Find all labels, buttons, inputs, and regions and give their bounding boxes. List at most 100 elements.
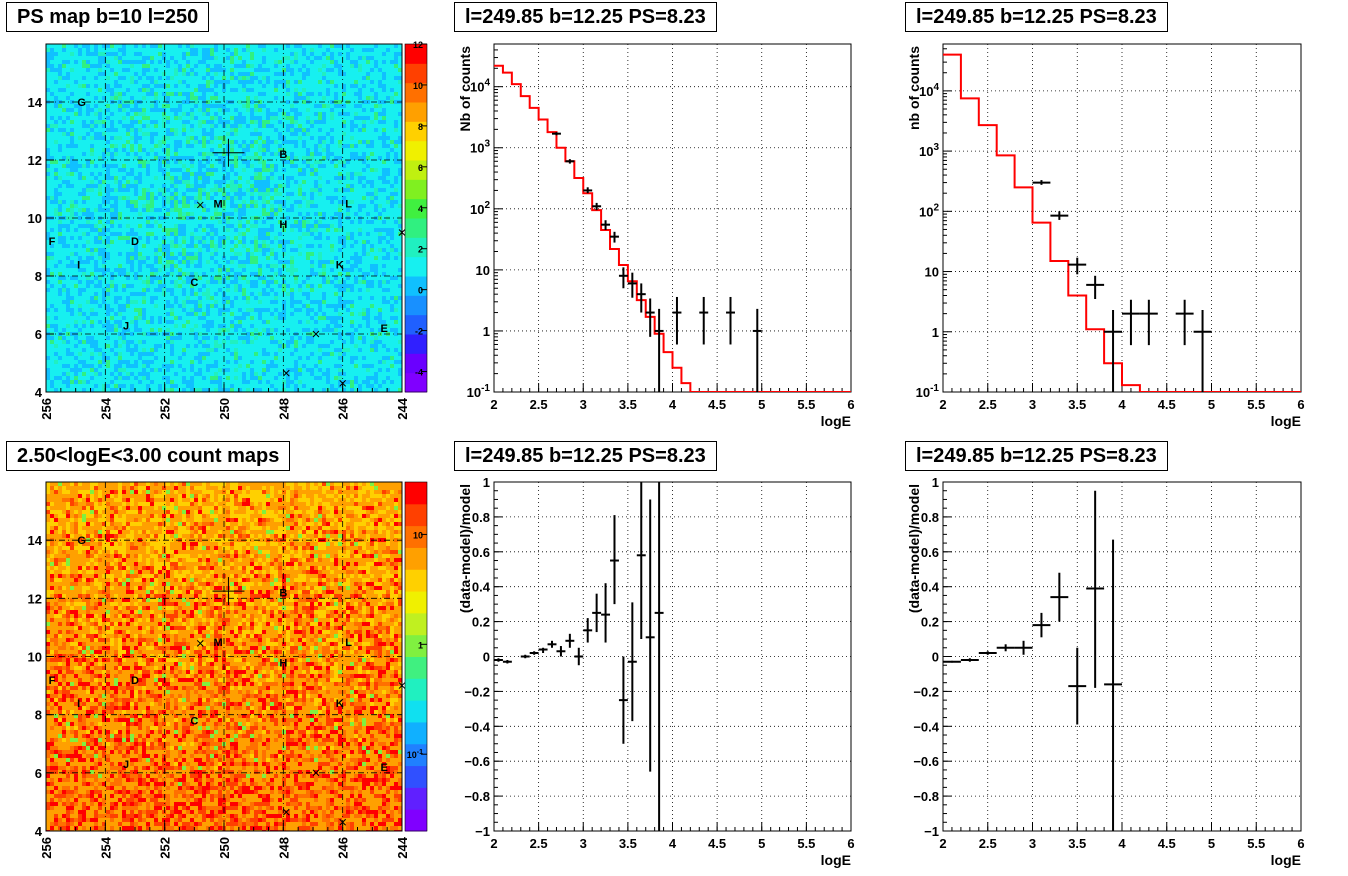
colorbar-tick-label: 1 [418,640,423,650]
colorbar-tick-label: 10 [413,81,423,91]
residual-title-right: l=249.85 b=12.25 PS=8.23 [905,441,1168,471]
x-tick-label: 5 [758,836,765,851]
source-label: D [131,675,139,687]
plot-clip-group [494,64,851,392]
colorbar-step [405,160,427,180]
colorbar-step [405,218,427,238]
plot-resid_bottom_mid: 2 2.5 3 3.5 4 4.5 5 5.5 6 −1 −0.8 −0.6 −0.4 −0.2 0 0.2 0… [457,475,855,868]
y-tick-label: 6 [35,766,42,781]
x-axis-title: logE [821,413,851,429]
y-tick-label: 10 [476,263,490,278]
y-tick-label: 0 [932,650,939,665]
y-tick-label: −0.4 [464,719,490,734]
ps-map-title: PS map b=10 l=250 [6,2,210,32]
x-tick-label: 256 [39,837,54,859]
colorbar-step [405,179,427,200]
spectrum-title-mid: l=249.85 b=12.25 PS=8.23 [454,2,717,32]
y-tick-label: 6 [35,327,42,342]
x-tick-label: 4.5 [1158,397,1176,412]
y-tick-label: −1 [475,824,490,839]
x-tick-label: 250 [217,398,232,420]
y-tick-label: 10 [28,650,42,665]
x-tick-label: 2 [490,397,497,412]
x-tick-label: 3 [1029,836,1036,851]
y-tick-label: 8 [35,269,42,284]
x-tick-label: 254 [98,397,113,419]
y-tick-label: 14 [28,533,43,548]
y-tick-label: 102 [919,202,939,219]
source-label: J [123,320,129,332]
colorbar-tick-label: 6 [418,163,423,173]
colorbar-tick-label: -4 [415,368,423,378]
colorbar-tick-label: 10 [413,530,423,540]
colorbar-step [405,295,427,316]
colorbar-step [405,721,427,745]
x-marker [339,379,347,387]
y-tick-label: 103 [470,139,490,156]
colorbar-step [405,353,427,374]
count-map-title: 2.50<logE<3.00 count maps [6,441,291,471]
x-marker [282,369,290,377]
y-tick-label: 0.6 [921,545,939,560]
x-tick-label: 4 [669,836,677,851]
model-step-line [943,53,1301,392]
y-tick-label: 1 [932,475,939,490]
x-tick-label: 252 [158,837,173,859]
colorbar-step [405,121,427,142]
x-tick-label: 4 [669,397,677,412]
source-label: F [49,675,56,687]
model-step-line [494,64,851,392]
x-tick-label: 4 [1118,836,1126,851]
colorbar-step [405,276,427,296]
x-tick-label: 2.5 [979,397,997,412]
plot-area [494,482,851,831]
plot-clip-group [494,482,664,831]
x-tick-label: 4.5 [1158,836,1176,851]
x-marker [196,201,204,209]
x-tick-label: 3.5 [1068,836,1086,851]
x-tick-label: 2 [490,836,497,851]
colorbar-step [405,612,427,636]
colorbar-frame [404,481,428,832]
x-tick-label: 246 [336,837,351,859]
x-tick-label: 2.5 [530,836,548,851]
colorbar-step [405,482,427,505]
y-tick-label: −1 [924,824,939,839]
source-label: L [345,637,352,649]
colorbar-step [405,82,427,103]
heatmap-count_map: 256 254 252 250 248 246 244 4 6 8 10 12 14 G B M L H F D I K C… [28,481,428,859]
colorbar-step [405,743,427,767]
y-axis-title: (data-model)/model [457,484,473,613]
colorbar-frame [404,43,428,393]
source-label: L [345,199,352,211]
colorbar-step [405,700,427,723]
source-label: D [131,236,139,248]
y-tick-label: 10-1 [916,383,940,400]
colorbar-step [405,569,427,592]
y-tick-label: −0.2 [913,684,939,699]
x-tick-label: 2.5 [530,397,548,412]
colorbar-step [405,591,427,614]
y-tick-label: 12 [28,153,42,168]
x-tick-label: 6 [847,397,854,412]
colorbar-tick-label: 4 [418,204,423,214]
y-axis-title: (data-model)/model [906,484,922,613]
plot-clip-group [943,53,1301,392]
colorbar-step [405,809,427,832]
y-tick-label: 103 [919,142,939,159]
x-tick-label: 2 [939,397,946,412]
source-label: J [123,759,129,771]
y-tick-label: −0.8 [913,789,939,804]
y-tick-label: 14 [28,95,43,110]
plot-area [943,44,1301,392]
x-tick-label: 254 [98,836,113,858]
colorbar-step [405,237,427,258]
plot-clip-group [943,490,1122,831]
x-tick-label: 244 [395,397,410,419]
x-tick-label: 244 [395,836,410,858]
y-tick-label: 0.2 [472,615,490,630]
colorbar-tick-label: -2 [415,327,423,337]
